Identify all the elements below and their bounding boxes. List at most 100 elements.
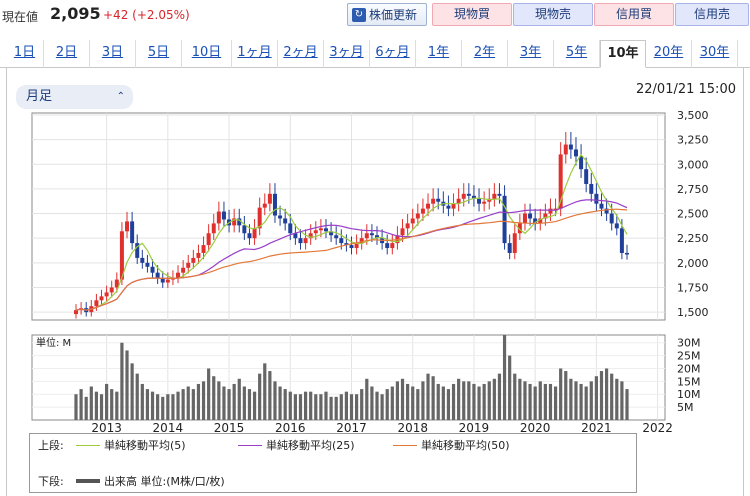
volume-tick-label: 15M	[677, 375, 701, 388]
volume-bar	[553, 386, 558, 420]
volume-bar	[237, 378, 241, 420]
candle-body	[99, 296, 104, 301]
tab-12[interactable]: 5年	[554, 40, 600, 68]
candle-body	[160, 278, 165, 283]
candle-body	[466, 193, 471, 196]
volume-bar	[247, 389, 252, 420]
volume-bar	[615, 378, 619, 420]
candle-body	[247, 233, 252, 239]
volume-bar	[319, 394, 323, 420]
volume-bar	[232, 383, 236, 420]
volume-bar	[314, 394, 318, 420]
volume-bar	[497, 373, 502, 420]
volume-bar	[477, 386, 481, 420]
volume-bar	[538, 381, 542, 420]
volume-bar	[518, 378, 522, 420]
tab-13[interactable]: 10年	[600, 40, 646, 68]
volume-bar	[365, 378, 369, 420]
volume-bar	[375, 391, 379, 420]
legend-ma5: 単純移動平均(5)	[76, 437, 186, 453]
margin-sell-button[interactable]: 信用売	[675, 3, 749, 26]
candle-body	[339, 238, 344, 244]
candle-body	[553, 208, 558, 211]
x-tick-label: 2018	[397, 421, 428, 435]
candle-body	[563, 144, 568, 155]
volume-bar	[400, 378, 405, 420]
candle-body	[385, 243, 390, 249]
legend-ma5-label: 単純移動平均(5)	[104, 439, 186, 452]
margin-buy-button[interactable]: 信用買	[594, 3, 674, 26]
candle-body	[232, 218, 237, 226]
tab-1[interactable]: 2日	[44, 40, 90, 68]
tab-9[interactable]: 1年	[416, 40, 462, 68]
volume-bar	[171, 394, 175, 420]
volume-bar	[89, 386, 93, 420]
candle-body	[410, 218, 415, 224]
x-tick-label: 2020	[520, 421, 551, 435]
volume-bar	[161, 396, 165, 420]
candle-body	[573, 149, 578, 157]
tab-10[interactable]: 2年	[462, 40, 508, 68]
x-tick-label: 2014	[153, 421, 184, 435]
volume-bar	[446, 389, 451, 420]
price-tick-label: 2,000	[677, 257, 709, 270]
candle-body	[405, 223, 410, 229]
candle-body	[303, 238, 308, 244]
tab-8[interactable]: 6ヶ月	[370, 40, 416, 68]
candle-body	[323, 228, 328, 232]
candle-body	[298, 238, 303, 244]
tab-5[interactable]: 1ヶ月	[232, 40, 278, 68]
candle-body	[344, 243, 349, 246]
candle-body	[584, 169, 589, 184]
legend-lower-row: 下段: 出来高 単位:(M株/口/枚)	[38, 473, 638, 489]
price-change: +42 (+2.05%)	[103, 8, 190, 22]
period-select[interactable]: 月足 ⌃	[16, 85, 133, 109]
candle-body	[272, 193, 277, 216]
candle-body	[114, 279, 119, 288]
tab-14[interactable]: 20年	[646, 40, 692, 68]
volume-bar	[451, 383, 456, 420]
candle-body	[594, 193, 599, 204]
volume-bar	[487, 381, 491, 420]
tab-7[interactable]: 3ヶ月	[324, 40, 370, 68]
volume-bar	[309, 391, 313, 420]
volume-bar	[599, 371, 604, 420]
candle-body	[257, 207, 262, 229]
volume-bar	[283, 389, 287, 420]
volume-bar	[293, 394, 297, 420]
volume-bar	[212, 376, 216, 420]
candle-body	[364, 233, 369, 239]
spot-sell-button[interactable]: 現物売	[513, 3, 593, 26]
volume-bar	[467, 381, 471, 420]
tab-3[interactable]: 5日	[136, 40, 182, 68]
ma-line-50	[75, 208, 628, 311]
tab-15[interactable]: 30年	[692, 40, 738, 68]
tab-0[interactable]: 1日	[6, 40, 44, 68]
volume-bar	[421, 381, 425, 420]
volume-tick-label: 25M	[677, 350, 701, 363]
volume-bar	[548, 383, 553, 420]
candle-body	[125, 221, 130, 232]
tab-6[interactable]: 2ヶ月	[278, 40, 324, 68]
x-tick-label: 2017	[336, 421, 367, 435]
volume-bar	[569, 378, 573, 420]
volume-bar	[334, 396, 338, 420]
candle-body	[262, 203, 267, 208]
volume-bar	[462, 381, 466, 420]
tab-4[interactable]: 10日	[182, 40, 232, 68]
price-tick-label: 2,250	[677, 232, 709, 245]
tab-11[interactable]: 3年	[508, 40, 554, 68]
candle-body	[288, 223, 293, 234]
legend-upper-label: 上段:	[38, 439, 64, 452]
x-tick-label: 2022	[642, 421, 673, 435]
tab-2[interactable]: 3日	[90, 40, 136, 68]
refresh-button[interactable]: ↻ 株価更新	[347, 3, 427, 26]
volume-bar	[355, 394, 359, 420]
candle-body	[354, 243, 359, 249]
spot-buy-button[interactable]: 現物買	[432, 3, 512, 26]
volume-bar	[140, 383, 144, 420]
volume-bar	[589, 381, 593, 420]
volume-bar	[604, 368, 609, 420]
candle-body	[359, 238, 364, 244]
